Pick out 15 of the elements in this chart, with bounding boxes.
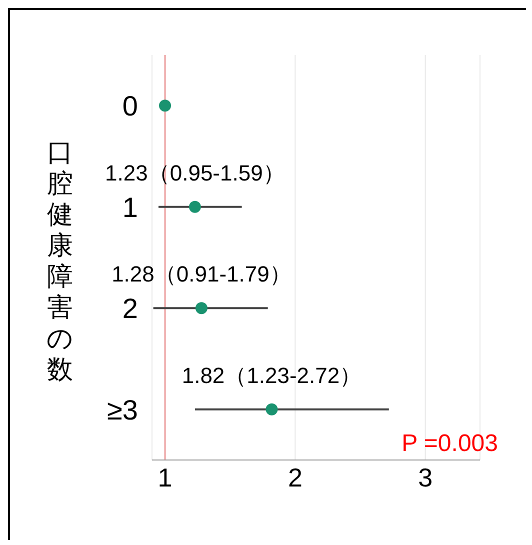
data-label: 1.28（0.91-1.79） <box>112 262 292 287</box>
x-tick-label: 1 <box>158 462 172 492</box>
point <box>195 302 208 314</box>
y-tick-label: 1 <box>122 192 138 223</box>
x-tick-label: 3 <box>418 462 433 492</box>
point <box>266 403 278 416</box>
y-axis-title: 口腔健康障害の数 <box>46 138 74 386</box>
y-tick-label: 2 <box>122 293 138 324</box>
y-tick-label: 0 <box>122 90 138 122</box>
x-tick-label: 2 <box>288 462 302 492</box>
data-label: 1.82（1.23-2.72） <box>182 362 362 388</box>
point <box>159 100 172 112</box>
y-tick-label: ≥3 <box>107 394 138 426</box>
point <box>188 200 201 213</box>
annotation: P =0.003 <box>402 430 498 458</box>
